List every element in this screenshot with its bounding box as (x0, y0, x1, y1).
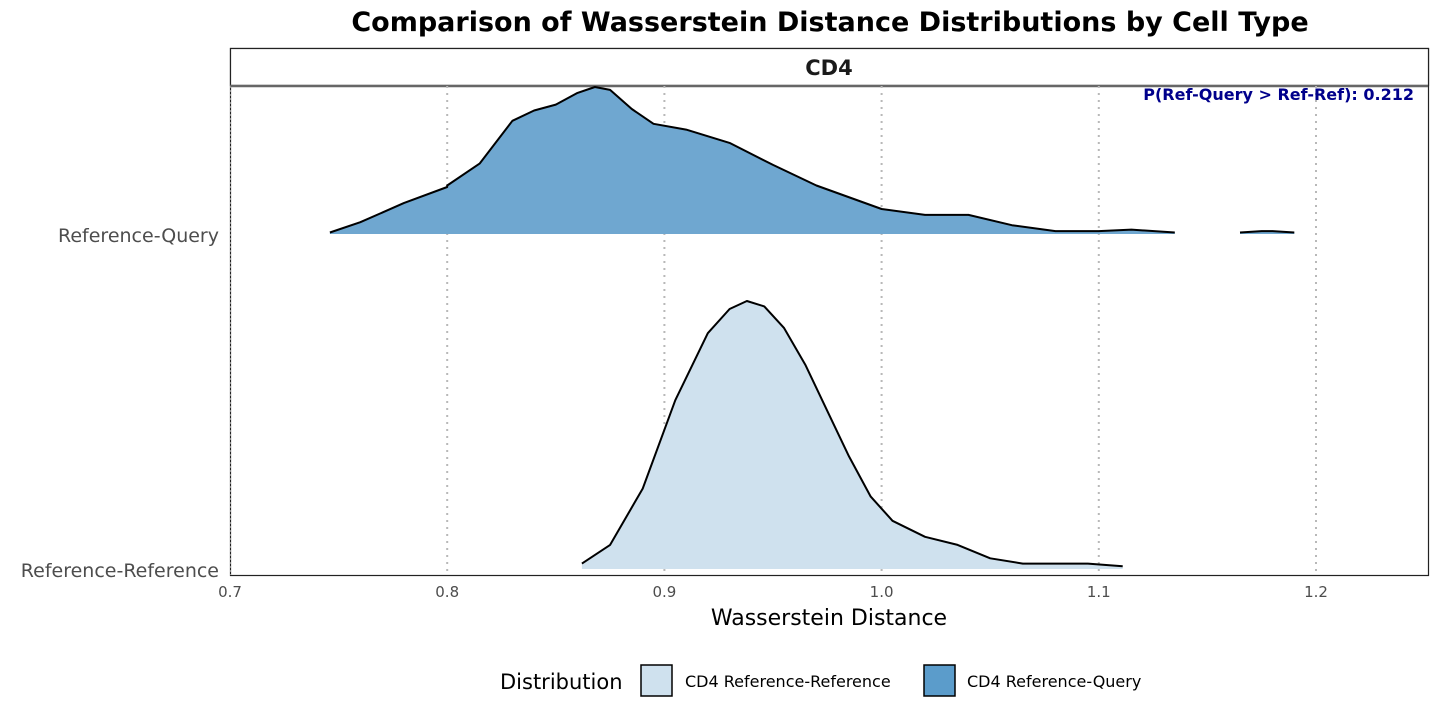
density-outline-ref-query (1239, 230, 1295, 234)
legend-swatch-ref-query (923, 664, 956, 697)
density-ridges (329, 86, 1295, 569)
y-tick-label: Reference-Reference (21, 560, 219, 582)
x-axis-ticks: 0.7 0.8 0.9 1.0 1.1 1.2 (218, 583, 1328, 601)
density-outline-ref-query (329, 86, 1175, 234)
chart-title: Comparison of Wasserstein Distance Distr… (351, 7, 1308, 38)
legend-label-ref-ref: CD4 Reference-Reference (685, 672, 891, 691)
legend-title: Distribution (500, 670, 623, 694)
annotation-probability: P(Ref-Query > Ref-Ref): 0.212 (1143, 85, 1414, 104)
x-tick-label: 0.9 (652, 583, 676, 601)
legend-label-ref-query: CD4 Reference-Query (967, 672, 1141, 691)
y-tick-label: Reference-Query (58, 225, 219, 247)
x-tick-label: 1.1 (1087, 583, 1111, 601)
density-outline-ref-ref (581, 300, 1123, 568)
facet-label: CD4 (805, 56, 852, 80)
density-area-ref-query (329, 87, 1175, 234)
y-axis-labels: Reference-Query Reference-Reference (21, 225, 219, 582)
x-axis-label: Wasserstein Distance (711, 606, 947, 631)
x-tick-label: 0.8 (435, 583, 459, 601)
legend: Distribution CD4 Reference-Reference CD4… (500, 664, 1141, 697)
legend-swatch-ref-ref (640, 664, 673, 697)
x-tick-label: 1.2 (1304, 583, 1328, 601)
x-tick-label: 0.7 (218, 583, 242, 601)
density-area-ref-ref (581, 301, 1123, 569)
x-tick-label: 1.0 (870, 583, 894, 601)
